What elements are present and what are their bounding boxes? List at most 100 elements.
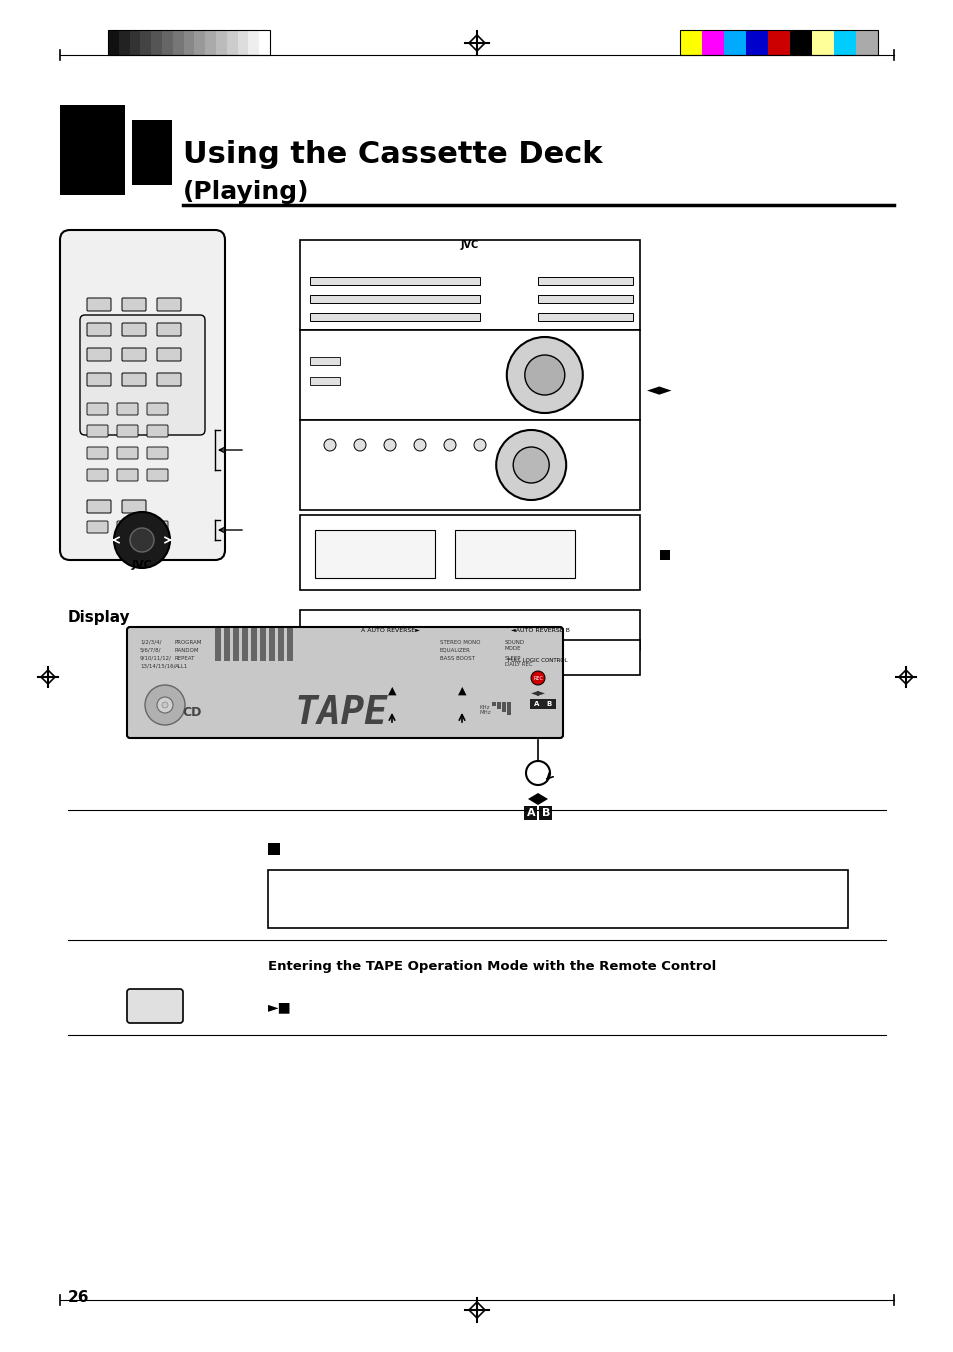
Bar (310, 314, 479, 320)
Bar (497, 702, 500, 708)
Text: Entering the TAPE Operation Mode with the Remote Control: Entering the TAPE Operation Mode with th… (268, 960, 716, 973)
FancyBboxPatch shape (157, 347, 181, 361)
Circle shape (324, 439, 335, 452)
Bar (251, 627, 256, 645)
Text: ▲: ▲ (457, 685, 466, 696)
Text: SLEEP
DAILY REC: SLEEP DAILY REC (504, 656, 532, 667)
FancyBboxPatch shape (122, 323, 146, 337)
Bar (242, 649, 248, 657)
Circle shape (414, 439, 426, 452)
FancyBboxPatch shape (147, 521, 168, 533)
FancyBboxPatch shape (87, 425, 108, 437)
FancyBboxPatch shape (87, 347, 111, 361)
Circle shape (113, 512, 170, 568)
FancyBboxPatch shape (147, 469, 168, 481)
Bar (130, 30, 140, 55)
Text: A: A (526, 808, 535, 818)
FancyBboxPatch shape (127, 627, 562, 738)
Bar (251, 656, 256, 661)
Bar (855, 30, 877, 55)
Bar (310, 357, 339, 365)
Bar (277, 656, 284, 661)
Bar (455, 530, 575, 579)
Circle shape (157, 698, 172, 713)
Bar (537, 295, 633, 303)
Bar (277, 627, 284, 645)
Text: A AUTO REVERSE►: A AUTO REVERSE► (360, 627, 419, 633)
Text: RANDOM: RANDOM (174, 648, 199, 653)
Bar (214, 627, 221, 645)
Bar (269, 642, 274, 653)
Circle shape (354, 439, 366, 452)
Bar (233, 642, 239, 653)
FancyBboxPatch shape (87, 448, 108, 458)
Bar (251, 649, 256, 657)
Text: JVC: JVC (460, 241, 478, 250)
Bar (538, 806, 552, 821)
Bar (224, 635, 230, 649)
Bar (242, 642, 248, 653)
Text: (Playing): (Playing) (183, 180, 309, 204)
Bar (314, 530, 435, 579)
Text: BASS BOOST: BASS BOOST (439, 656, 475, 661)
Text: ◄►: ◄► (530, 687, 545, 698)
FancyBboxPatch shape (60, 230, 225, 560)
Circle shape (506, 337, 582, 412)
Bar (269, 649, 274, 657)
Text: FULL LOGIC CONTROL: FULL LOGIC CONTROL (508, 657, 567, 662)
Bar (310, 277, 479, 285)
Circle shape (513, 448, 549, 483)
Bar (492, 702, 496, 706)
FancyBboxPatch shape (147, 448, 168, 458)
Bar (60, 105, 125, 195)
Bar (214, 649, 221, 657)
Text: B: B (546, 700, 551, 707)
Bar (679, 30, 701, 55)
Bar (233, 635, 239, 649)
Bar (701, 30, 723, 55)
Bar (224, 627, 230, 645)
Text: Using the Cassette Deck: Using the Cassette Deck (183, 141, 602, 169)
FancyBboxPatch shape (87, 469, 108, 481)
Bar (310, 377, 339, 385)
Bar (299, 241, 639, 330)
Bar (260, 642, 266, 653)
FancyBboxPatch shape (157, 373, 181, 387)
Circle shape (474, 439, 485, 452)
Bar (205, 30, 215, 55)
FancyBboxPatch shape (157, 297, 181, 311)
Text: ALL1: ALL1 (174, 664, 188, 669)
FancyBboxPatch shape (122, 347, 146, 361)
FancyBboxPatch shape (87, 403, 108, 415)
Bar (287, 642, 293, 653)
Bar (151, 30, 162, 55)
Bar (140, 30, 151, 55)
Text: 13/14/15/16/: 13/14/15/16/ (140, 664, 175, 669)
Text: A: A (534, 700, 539, 707)
FancyBboxPatch shape (117, 521, 138, 533)
FancyBboxPatch shape (87, 521, 108, 533)
Bar (242, 627, 248, 645)
Text: Display: Display (68, 610, 131, 625)
Bar (233, 656, 239, 661)
Circle shape (524, 356, 564, 395)
FancyBboxPatch shape (122, 373, 146, 387)
Bar (310, 295, 479, 303)
Bar (767, 30, 789, 55)
Circle shape (531, 671, 544, 685)
Bar (233, 649, 239, 657)
FancyBboxPatch shape (122, 500, 146, 512)
Bar (268, 869, 847, 927)
Bar (659, 550, 669, 560)
Bar (251, 642, 256, 653)
Text: KHz
MHz: KHz MHz (479, 704, 491, 715)
Bar (269, 635, 274, 649)
Bar (269, 656, 274, 661)
Bar (242, 656, 248, 661)
Text: B: B (541, 808, 550, 818)
Bar (251, 635, 256, 649)
Bar (287, 635, 293, 649)
Bar (119, 30, 130, 55)
FancyBboxPatch shape (127, 990, 183, 1023)
FancyBboxPatch shape (117, 403, 138, 415)
